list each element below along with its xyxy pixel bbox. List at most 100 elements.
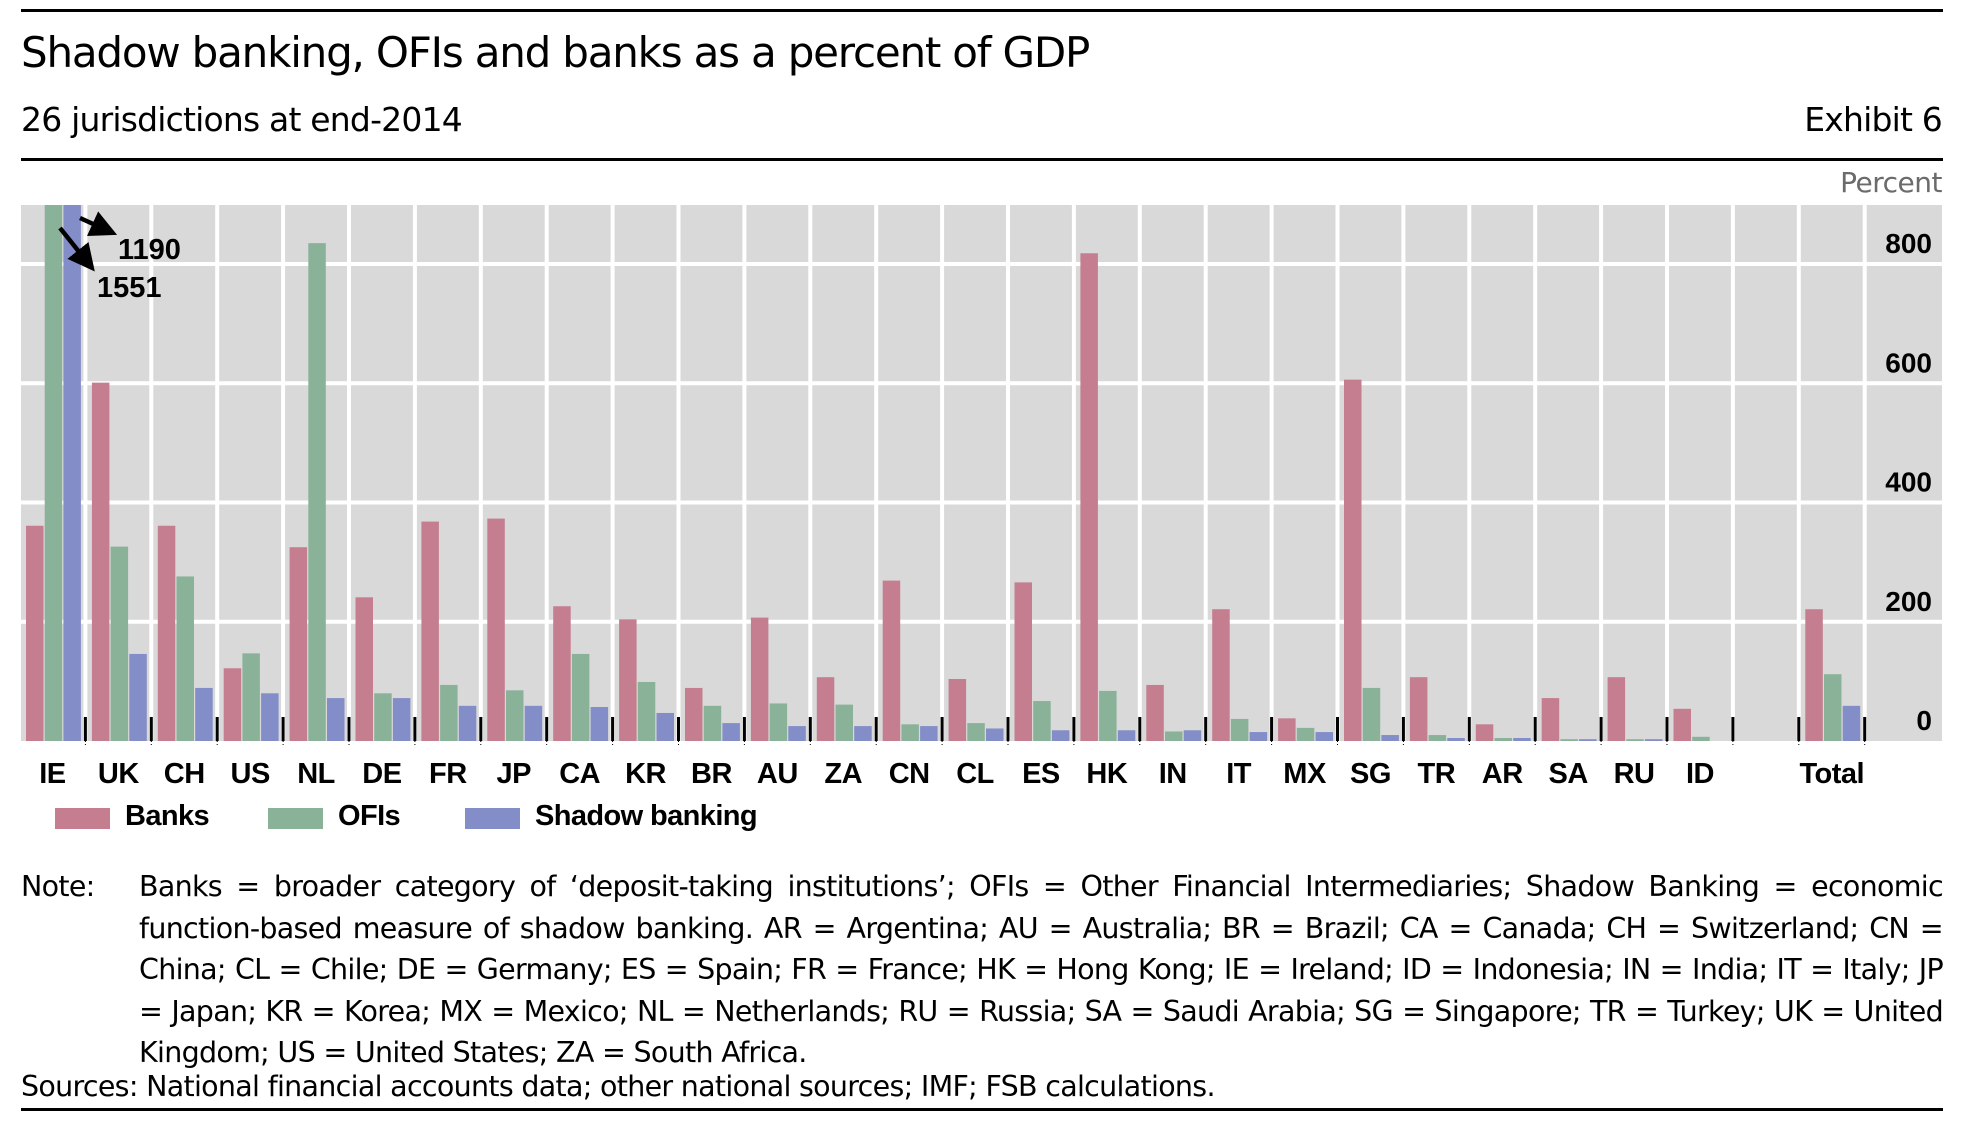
bar-banks-ru (1607, 677, 1626, 741)
bar-shadow-banking-ru (1645, 739, 1663, 741)
bar-banks-za (816, 677, 835, 741)
x-tick-label-in: IN (1159, 758, 1187, 790)
x-tick-label-de: DE (362, 758, 401, 790)
bar-banks-ca (553, 606, 571, 741)
chart-title: Shadow banking, OFIs and banks as a perc… (21, 28, 1090, 77)
note-label: Note: (21, 870, 95, 903)
bar-banks-au (750, 617, 769, 741)
x-tick-label-hk: HK (1086, 758, 1127, 790)
bar-banks-total (1805, 609, 1823, 741)
bar-ofis-kr (637, 681, 656, 741)
x-tick-label-ie: IE (39, 758, 66, 790)
legend-swatch-ofis (268, 808, 323, 829)
bar-shadow-banking-cl (986, 728, 1004, 741)
bar-banks-sg (1344, 379, 1362, 741)
bar-ofis-tr (1428, 735, 1447, 741)
x-tick-label-jp: JP (497, 758, 532, 790)
bar-ofis-es (1033, 701, 1051, 741)
bar-ofis-de (374, 693, 392, 741)
bar-shadow-banking-ca (590, 707, 609, 741)
bar-shadow-banking-tr (1447, 738, 1465, 741)
y-tick-labels: 0 200 400 600 800 (1885, 228, 1932, 736)
bar-banks-id (1673, 708, 1691, 741)
annotation-label-1190: 1190 (118, 234, 181, 266)
x-tick-label-br: BR (691, 758, 732, 790)
x-tick-label-total: Total (1799, 758, 1864, 790)
bar-banks-ie (26, 525, 44, 741)
annotations: 1190 1551 (58, 211, 181, 304)
bar-banks-jp (487, 518, 505, 741)
x-tick-label-cn: CN (889, 758, 930, 790)
bar-shadow-banking-jp (524, 705, 543, 741)
x-tick-label-fr: FR (429, 758, 467, 790)
bar-shadow-banking-nl (327, 698, 345, 741)
x-tick-labels: IE UK CH US NL DE FR JP CA KR BR AU ZA CN CL ES HK IN IT MX… (39, 758, 1864, 790)
bar-shadow-banking-it (1249, 732, 1268, 741)
bar-ofis-sa (1560, 739, 1578, 741)
bar-shadow-banking-za (854, 726, 872, 741)
bar-ofis-sg (1362, 687, 1381, 741)
bar-banks-nl (289, 547, 308, 741)
bar-ofis-it (1230, 718, 1249, 741)
sources-text: Sources: National financial accounts dat… (21, 1070, 1216, 1103)
y-tick-label-600: 600 (1885, 347, 1932, 378)
x-tick-label-za: ZA (824, 758, 862, 790)
x-tick-label-sa: SA (1549, 758, 1589, 790)
bar-banks-tr (1409, 677, 1428, 741)
bar-ofis-nl (308, 243, 326, 741)
bar-banks-us (223, 668, 242, 741)
bar-banks-kr (619, 619, 637, 741)
arrow-icon-1551 (58, 226, 95, 272)
y-axis-unit-label: Percent (1840, 166, 1942, 199)
legend-label-ofis: OFIs (338, 800, 401, 832)
bar-banks-cn (882, 580, 901, 741)
bar-ofis-ar (1494, 738, 1512, 741)
x-tick-label-it: IT (1226, 758, 1252, 790)
bar-banks-ar (1475, 724, 1494, 741)
bar-chart: 0 200 400 600 800 IE UK CH US NL DE FR JP CA KR BR AU ZA… (21, 205, 1942, 790)
bar-shadow-banking-mx (1315, 732, 1333, 741)
bar-ofis-cn (901, 724, 919, 741)
bars (26, 205, 1861, 741)
top-rule (21, 9, 1943, 12)
arrow-icon-1190 (79, 211, 118, 236)
legend-swatch-banks (55, 808, 110, 829)
x-tick-label-id: ID (1686, 758, 1714, 790)
bar-banks-uk (91, 382, 110, 741)
bar-ofis-cl (967, 723, 985, 741)
x-tick-label-tr: TR (1418, 758, 1456, 790)
bar-shadow-banking-uk (129, 653, 147, 741)
bar-shadow-banking-in (1183, 730, 1202, 741)
bar-banks-es (1014, 582, 1032, 741)
legend-swatch-shadow-banking (465, 808, 520, 829)
bar-ofis-id (1692, 736, 1710, 741)
bar-shadow-banking-ie (63, 205, 81, 741)
bar-ofis-ca (571, 653, 590, 741)
bottom-rule (21, 1108, 1943, 1111)
bar-banks-sa (1541, 698, 1560, 741)
x-tick-label-cl: CL (956, 758, 994, 790)
y-tick-label-800: 800 (1885, 228, 1932, 259)
plot-background (21, 205, 1942, 741)
bar-shadow-banking-au (788, 726, 806, 741)
bar-shadow-banking-ar (1513, 738, 1531, 741)
bar-shadow-banking-us (261, 693, 279, 741)
note-text: Banks = broader category of ‘deposit-tak… (139, 870, 1944, 1069)
annotation-label-1551: 1551 (97, 272, 162, 304)
bar-shadow-banking-de (392, 698, 411, 741)
x-tick-label-sg: SG (1350, 758, 1391, 790)
bar-ofis-uk (110, 546, 129, 741)
header-rule (21, 158, 1943, 161)
x-tick-label-mx: MX (1283, 758, 1327, 790)
bar-ofis-ch (176, 576, 194, 741)
bar-ofis-ru (1626, 739, 1644, 741)
x-tick-label-kr: KR (625, 758, 666, 790)
legend-label-banks: Banks (125, 800, 210, 832)
bar-shadow-banking-sa (1579, 739, 1597, 741)
category-tick-marks (83, 717, 1867, 745)
bar-ofis-hk (1099, 690, 1117, 741)
bar-ofis-in (1165, 731, 1183, 741)
bar-shadow-banking-fr (458, 705, 477, 741)
bar-ofis-total (1824, 674, 1842, 741)
x-tick-label-ca: CA (559, 758, 600, 790)
